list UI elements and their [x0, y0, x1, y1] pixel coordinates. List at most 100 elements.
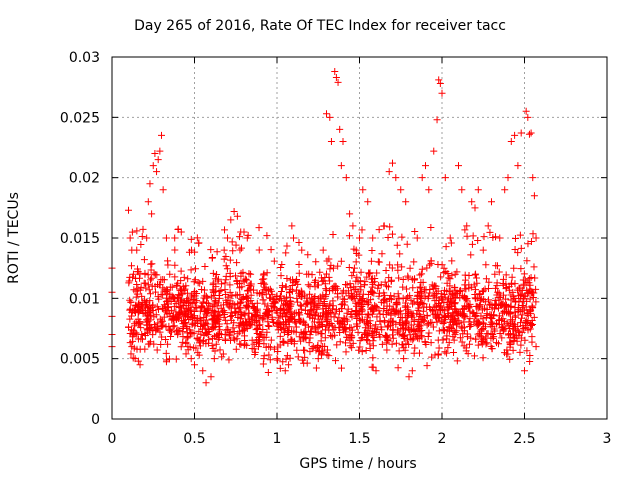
data-point — [404, 293, 412, 301]
data-point — [403, 306, 411, 314]
data-point — [411, 344, 419, 352]
data-point — [456, 334, 464, 342]
data-point — [281, 300, 289, 308]
data-point — [467, 334, 475, 342]
data-point — [303, 270, 311, 278]
data-point — [188, 321, 196, 329]
data-point — [200, 308, 208, 316]
data-point — [363, 320, 371, 328]
data-point — [363, 273, 371, 281]
data-point — [156, 328, 164, 336]
data-point — [136, 274, 144, 282]
data-point — [153, 346, 161, 354]
data-point — [416, 328, 424, 336]
data-point — [416, 322, 424, 330]
data-point — [482, 261, 490, 269]
data-point — [364, 310, 372, 318]
data-point — [489, 331, 497, 339]
data-point — [154, 305, 162, 313]
data-point — [279, 358, 287, 366]
data-point — [405, 340, 413, 348]
data-point — [125, 206, 132, 214]
data-point — [144, 198, 152, 206]
data-point — [215, 294, 223, 302]
data-point — [207, 246, 215, 254]
data-point — [129, 270, 137, 278]
data-point — [322, 291, 330, 299]
data-point — [126, 315, 134, 323]
data-point — [305, 339, 313, 347]
data-point — [429, 285, 437, 293]
data-point — [194, 349, 202, 357]
data-point — [202, 379, 210, 387]
data-point — [472, 270, 480, 278]
data-point — [182, 282, 190, 290]
data-point — [342, 174, 350, 182]
data-point — [416, 311, 424, 319]
data-point — [213, 270, 221, 278]
data-point — [323, 270, 330, 278]
data-point — [184, 333, 192, 341]
data-point — [385, 168, 393, 176]
data-point — [423, 362, 431, 370]
data-point — [153, 271, 161, 279]
data-point — [228, 292, 236, 300]
data-point — [529, 320, 537, 328]
data-point — [188, 291, 196, 299]
data-point — [283, 242, 291, 250]
data-point — [482, 334, 490, 342]
data-point — [527, 310, 535, 318]
data-point — [274, 356, 282, 364]
data-point — [195, 327, 203, 335]
data-point — [158, 317, 166, 325]
data-point — [313, 344, 321, 352]
data-point — [427, 224, 435, 232]
data-point — [177, 228, 185, 236]
data-point — [473, 309, 481, 317]
data-point — [375, 292, 383, 300]
data-point — [495, 268, 503, 276]
data-point — [427, 257, 435, 265]
data-point — [515, 292, 523, 300]
data-point — [323, 257, 331, 265]
data-point — [418, 299, 426, 307]
data-point — [226, 256, 234, 264]
data-point — [387, 296, 395, 304]
data-point — [480, 233, 488, 241]
data-point — [187, 306, 195, 314]
data-point — [286, 285, 294, 293]
data-point — [224, 293, 232, 301]
data-point — [492, 302, 500, 310]
data-point — [396, 250, 404, 258]
data-point — [190, 329, 198, 337]
data-point — [407, 309, 415, 317]
data-point — [418, 270, 426, 278]
data-point — [364, 291, 372, 299]
data-point — [382, 310, 390, 318]
data-point — [157, 319, 165, 327]
data-point — [324, 309, 332, 317]
data-point — [269, 300, 277, 308]
data-point — [356, 234, 363, 242]
data-point — [231, 336, 239, 344]
data-point — [318, 323, 326, 331]
data-point — [372, 367, 380, 375]
data-point — [493, 291, 501, 299]
data-point — [191, 288, 199, 296]
data-point — [138, 303, 146, 311]
data-point — [397, 186, 405, 194]
data-point — [296, 301, 304, 309]
data-point — [295, 309, 303, 317]
data-point — [193, 304, 201, 312]
data-point — [461, 313, 469, 321]
data-point — [251, 351, 259, 359]
data-point — [317, 329, 325, 337]
data-point — [228, 238, 236, 246]
data-point — [326, 265, 334, 273]
data-point — [282, 249, 290, 257]
data-point — [361, 278, 369, 286]
data-point — [474, 186, 482, 194]
data-point — [177, 310, 185, 318]
data-point — [314, 355, 322, 363]
data-point — [329, 230, 337, 238]
